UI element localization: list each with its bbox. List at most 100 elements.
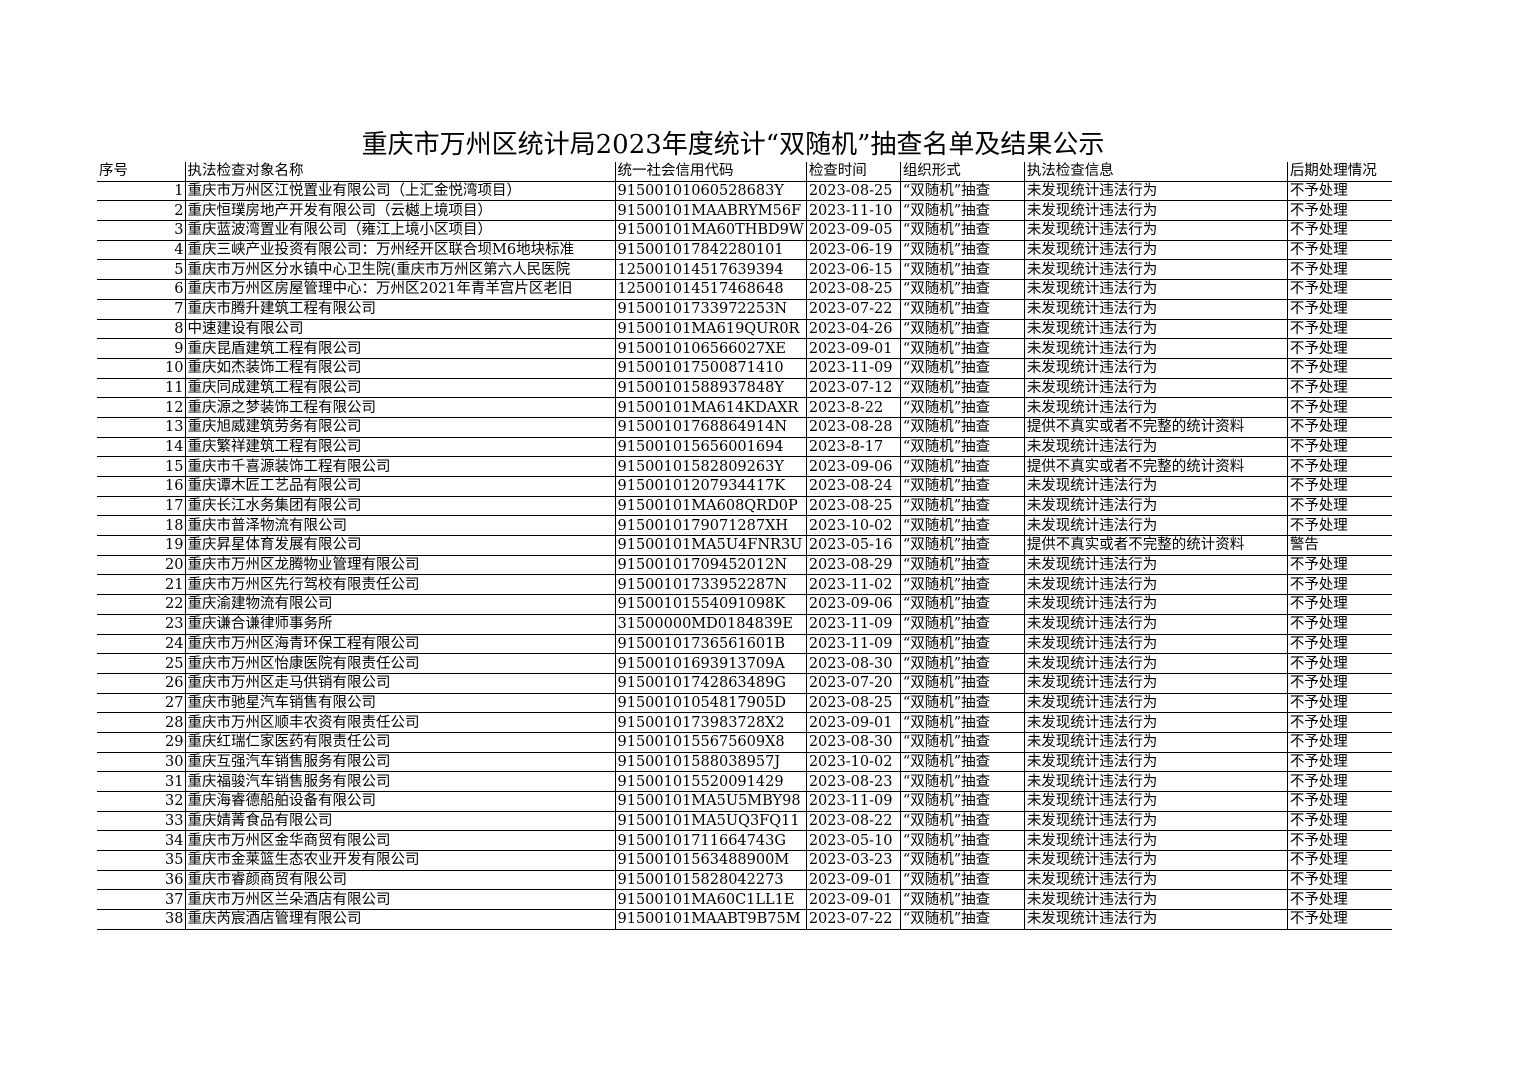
followup-action: 不予处理: [1286, 358, 1393, 379]
header-index: 序号: [97, 162, 185, 182]
inspection-date: 2023-07-22: [805, 299, 901, 320]
credit-code: 915001015828042273: [614, 870, 807, 891]
inspection-date: 2023-08-22: [805, 811, 901, 832]
followup-action: 不予处理: [1286, 515, 1393, 537]
table-row: 31 重庆福骏汽车销售服务有限公司 915001015520091429 2023-0…: [97, 771, 1393, 792]
table-row: 3 重庆蓝波湾置业有限公司（雍江上境小区项目） 91500101MA60THBD9W…: [97, 220, 1393, 241]
company-name: 重庆市万州区先行驾校有限责任公司: [184, 574, 615, 596]
followup-action: 不予处理: [1286, 634, 1393, 655]
inspection-info: 未发现统计违法行为: [1023, 299, 1288, 320]
organization-form: “双随机”抽查: [899, 515, 1025, 537]
inspection-info: 未发现统计违法行为: [1023, 791, 1288, 812]
company-name: 重庆市千喜源装饰工程有限公司: [184, 456, 615, 477]
organization-form: “双随机”抽查: [899, 358, 1025, 379]
company-name: 重庆婧菁食品有限公司: [184, 811, 615, 832]
credit-code: 915001017842280101: [614, 240, 807, 261]
followup-action: 不予处理: [1286, 319, 1393, 340]
credit-code: 91500101711664743G: [614, 830, 807, 852]
row-index: 20: [97, 555, 185, 576]
followup-action: 不予处理: [1286, 850, 1393, 871]
inspection-info: 未发现统计违法行为: [1023, 712, 1288, 733]
table-row: 11 重庆同成建筑工程有限公司 91500101588937848Y 2023-07-…: [97, 378, 1393, 399]
inspection-date: 2023-06-19: [805, 240, 901, 261]
header-credit-code: 统一社会信用代码: [614, 162, 807, 182]
followup-action: 警告: [1286, 535, 1393, 556]
credit-code: 91500101742863489G: [614, 673, 807, 694]
inspection-date: 2023-03-23: [805, 850, 901, 871]
inspection-info: 未发现统计违法行为: [1023, 319, 1288, 340]
company-name: 重庆长江水务集团有限公司: [184, 496, 615, 517]
credit-code: 9150010155675609X8: [614, 732, 807, 753]
header-date: 检查时间: [805, 162, 901, 182]
organization-form: “双随机”抽查: [899, 437, 1025, 458]
table-row: 17 重庆长江水务集团有限公司 91500101MA608QRD0P 2023-08-…: [97, 496, 1393, 517]
row-index: 5: [97, 259, 185, 281]
table-row: 25 重庆市万州区怡康医院有限责任公司 91500101693913709A 2023…: [97, 653, 1393, 674]
inspection-date: 2023-8-22: [805, 397, 901, 418]
row-index: 27: [97, 693, 185, 714]
inspection-date: 2023-09-06: [805, 456, 901, 477]
followup-action: 不予处理: [1286, 673, 1393, 694]
table-row: 26 重庆市万州区走马供销有限公司 91500101742863489G 2023-0…: [97, 673, 1393, 694]
table-row: 21 重庆市万州区先行驾校有限责任公司 91500101733952287N 2023…: [97, 574, 1393, 596]
credit-code: 91500101MA619QUR0R: [614, 319, 807, 340]
row-index: 17: [97, 496, 185, 517]
credit-code: 91500101588937848Y: [614, 378, 807, 399]
company-name: 重庆海睿德船舶设备有限公司: [184, 791, 615, 812]
table-row: 9 重庆昆盾建筑工程有限公司 9150010106566027XE 2023-09-0…: [97, 338, 1393, 359]
company-name: 重庆谭木匠工艺品有限公司: [184, 476, 615, 497]
inspection-date: 2023-08-23: [805, 771, 901, 792]
credit-code: 91500101207934417K: [614, 476, 807, 497]
organization-form: “双随机”抽查: [899, 338, 1025, 359]
organization-form: “双随机”抽查: [899, 752, 1025, 773]
table-row: 2 重庆恒璞房地产开发有限公司（云樾上境项目） 91500101MAABRYM56F…: [97, 200, 1393, 222]
followup-action: 不予处理: [1286, 574, 1393, 596]
header-form: 组织形式: [899, 162, 1025, 182]
inspection-date: 2023-11-09: [805, 634, 901, 655]
credit-code: 91500101MA5U4FNR3U: [614, 535, 807, 556]
table-row: 18 重庆市普泽物流有限公司 9150010179071287XH 2023-10-0…: [97, 515, 1393, 537]
credit-code: 91500101MA60C1LL1E: [614, 889, 807, 911]
table-row: 1 重庆市万州区江悦置业有限公司（上汇金悦湾项目） 915001010605286​…: [97, 181, 1393, 202]
organization-form: “双随机”抽查: [899, 299, 1025, 320]
followup-action: 不予处理: [1286, 889, 1393, 911]
inspection-date: 2023-08-28: [805, 417, 901, 438]
followup-action: 不予处理: [1286, 614, 1393, 635]
inspection-info: 未发现统计违法行为: [1023, 771, 1288, 792]
followup-action: 不予处理: [1286, 830, 1393, 852]
row-index: 9: [97, 338, 185, 359]
company-name: 重庆市万州区龙腾物业管理有限公司: [184, 555, 615, 576]
followup-action: 不予处理: [1286, 771, 1393, 792]
header-followup: 后期处理情况: [1286, 162, 1393, 182]
company-name: 重庆互强汽车销售服务有限公司: [184, 752, 615, 773]
table-row: 28 重庆市万州区顺丰农资有限责任公司 9150010173983728X2 2023…: [97, 712, 1393, 733]
organization-form: “双随机”抽查: [899, 496, 1025, 517]
credit-code: 91500101554091098K: [614, 594, 807, 615]
followup-action: 不予处理: [1286, 555, 1393, 576]
inspection-info: 未发现统计违法行为: [1023, 555, 1288, 576]
organization-form: “双随机”抽查: [899, 456, 1025, 477]
company-name: 重庆市万州区走马供销有限公司: [184, 673, 615, 694]
table-row: 16 重庆谭木匠工艺品有限公司 91500101207934417K 2023-08-…: [97, 476, 1393, 497]
followup-action: 不予处理: [1286, 791, 1393, 812]
organization-form: “双随机”抽查: [899, 378, 1025, 399]
inspection-date: 2023-07-12: [805, 378, 901, 399]
organization-form: “双随机”抽查: [899, 653, 1025, 674]
credit-code: 91500101MAABRYM56F: [614, 200, 807, 222]
inspection-info: 未发现统计违法行为: [1023, 614, 1288, 635]
row-index: 19: [97, 535, 185, 556]
followup-action: 不予处理: [1286, 496, 1393, 517]
organization-form: “双随机”抽查: [899, 259, 1025, 281]
credit-code: 91500101054817905D: [614, 693, 807, 714]
organization-form: “双随机”抽查: [899, 712, 1025, 733]
inspection-info: 提供不真实或者不完整的统计资料: [1023, 417, 1288, 438]
inspection-date: 2023-09-01: [805, 870, 901, 891]
credit-code: 915001015520091429: [614, 771, 807, 792]
inspection-date: 2023-09-01: [805, 712, 901, 733]
company-name: 重庆芮宸酒店管理有限公司: [184, 909, 615, 930]
organization-form: “双随机”抽查: [899, 200, 1025, 222]
inspection-date: 2023-08-24: [805, 476, 901, 497]
row-index: 23: [97, 614, 185, 635]
table-row: 38 重庆芮宸酒店管理有限公司 91500101MAABT9B75M 2023-07-…: [97, 909, 1393, 930]
inspection-date: 2023-07-20: [805, 673, 901, 694]
